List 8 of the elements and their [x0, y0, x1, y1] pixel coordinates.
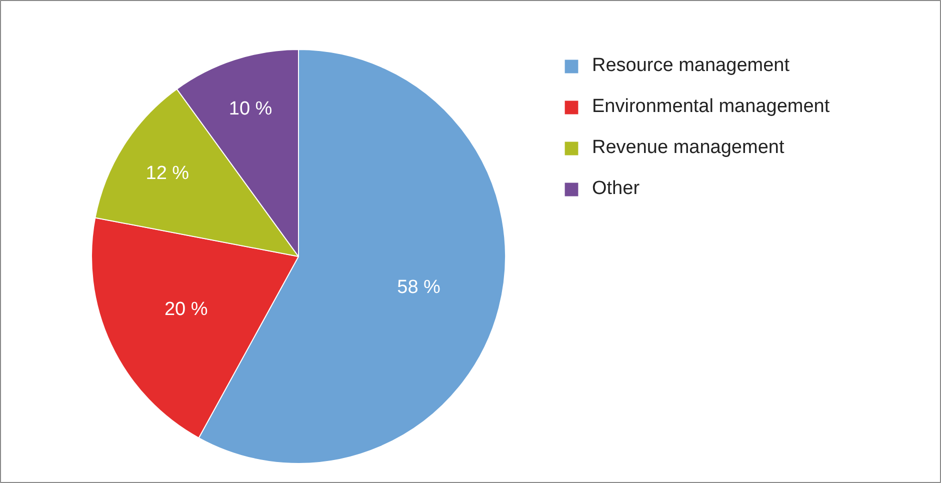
- data-label: 10 %: [228, 98, 272, 120]
- legend-label: Other: [592, 178, 640, 200]
- data-label: 20 %: [164, 298, 208, 320]
- legend-label: Resource management: [592, 55, 790, 77]
- data-label: 12 %: [146, 162, 190, 184]
- data-label: 58 %: [397, 276, 441, 298]
- legend-label: Revenue management: [592, 137, 784, 159]
- legend-label: Environmental management: [592, 96, 830, 118]
